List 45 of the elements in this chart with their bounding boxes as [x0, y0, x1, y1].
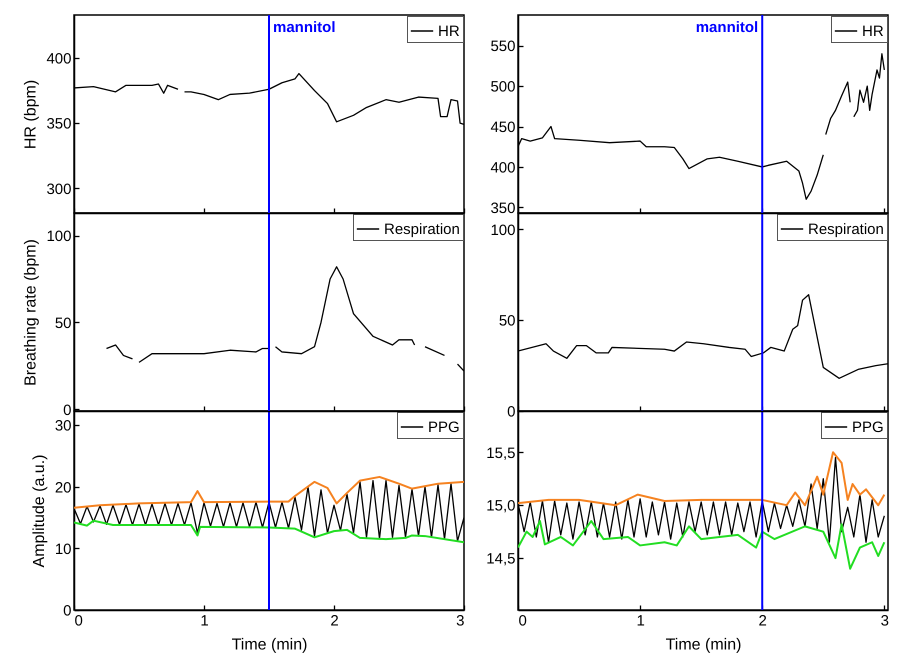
y-tick-label: 450: [490, 119, 516, 136]
line-series: [74, 476, 464, 509]
x-tick-label: 3: [880, 612, 890, 630]
y-tick-label: 15,0: [486, 498, 516, 515]
y-tick-label: 300: [46, 180, 72, 198]
y-tick-label: 500: [490, 78, 516, 96]
legend-label: Respiration: [384, 221, 460, 238]
y-axis-title: HR (bpm): [22, 80, 40, 150]
legend-label: PPG: [428, 419, 460, 436]
x-tick-label: 1: [200, 612, 209, 630]
y-tick-label: 350: [46, 116, 72, 133]
x-axis-title: Time (min): [232, 636, 308, 654]
y-tick-label: 0: [507, 404, 516, 420]
legend-label: HR: [862, 23, 884, 40]
x-tick-label: 1: [636, 612, 645, 630]
y-tick-label: 400: [46, 50, 72, 68]
y-tick-label: 100: [490, 222, 516, 239]
legend-label: Respiration: [808, 221, 884, 238]
y-tick-label: 550: [490, 38, 516, 56]
y-tick-label: 350: [490, 200, 516, 217]
x-axis-title: Time (min): [666, 636, 742, 654]
y-tick-label: 100: [46, 228, 72, 246]
x-tick-label: 0: [518, 612, 527, 630]
line-series: [518, 520, 886, 570]
x-tick-label: 2: [758, 612, 767, 630]
y-tick-label: 30: [54, 418, 72, 435]
y-tick-label: 20: [54, 479, 72, 496]
y-tick-label: 15,5: [486, 444, 516, 462]
y-tick-label: 14,5: [486, 550, 516, 568]
y-tick-label: 50: [54, 314, 72, 332]
x-tick-label: 2: [330, 612, 339, 630]
y-axis-title: Amplitude (a.u.): [30, 454, 48, 568]
x-tick-label: 0: [74, 612, 83, 630]
y-tick-label: 0: [63, 402, 72, 419]
y-tick-label: 400: [490, 159, 516, 176]
ref-line-label: mannitol: [273, 19, 336, 36]
y-tick-label: 10: [54, 540, 72, 558]
y-tick-label: 50: [498, 312, 516, 330]
ref-line-label: mannitol: [696, 19, 758, 36]
legend-label: HR: [438, 23, 460, 40]
line-series: [74, 520, 464, 544]
x-tick-label: 3: [456, 612, 464, 630]
legend-label: PPG: [852, 419, 884, 436]
line-series: [518, 451, 886, 506]
y-axis-title: Breathing rate (bpm): [22, 239, 40, 386]
